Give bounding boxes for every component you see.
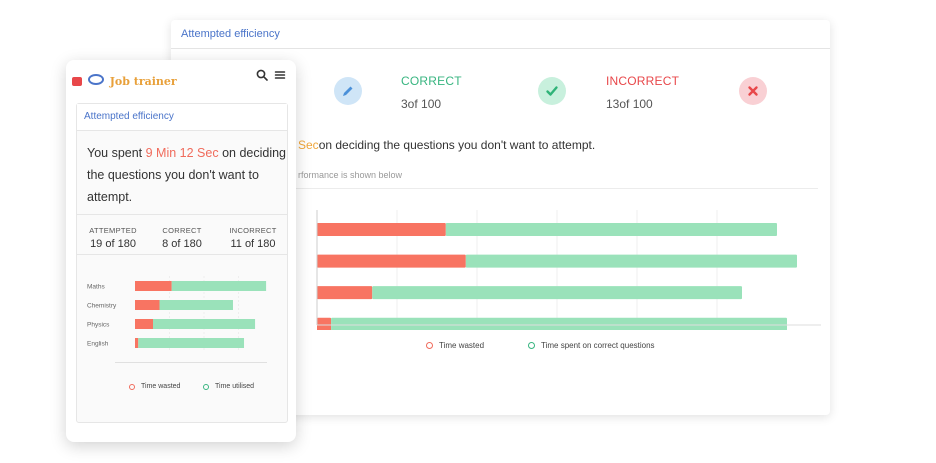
mobile-card-title: Attempted efficiency xyxy=(77,104,287,131)
stat-attempted-value: 19 of 180 xyxy=(90,238,136,250)
mobile-card: Job trainer Attempted efficiency You spe… xyxy=(66,60,296,442)
bar-wasted xyxy=(317,286,373,300)
mobile-efficiency-panel: Attempted efficiency You spent 9 Min 12 … xyxy=(76,103,288,423)
sentence-highlight: Sec xyxy=(298,138,319,152)
bar-wasted xyxy=(135,319,154,329)
legend-correct: Time spent on correct questions xyxy=(528,341,655,350)
divider xyxy=(289,188,818,189)
logo-emblem-accent xyxy=(87,74,104,85)
spent-highlight: 9 Min 12 Sec xyxy=(145,146,219,160)
close-icon xyxy=(739,77,767,105)
logo-emblem xyxy=(72,77,82,86)
mobile-toolbar xyxy=(256,69,286,81)
bar-utilised xyxy=(153,319,256,329)
incorrect-value: 13of 100 xyxy=(606,97,653,111)
pencil-icon xyxy=(334,77,362,105)
sentence-rest: on deciding the questions you don't want… xyxy=(318,138,596,152)
mobile-spent-text: You spent 9 Min 12 Sec on deciding the q… xyxy=(87,142,287,208)
app-logo[interactable]: Job trainer xyxy=(72,74,177,88)
bar-wasted xyxy=(317,254,466,268)
bar-utilised xyxy=(138,338,245,348)
bar-correct xyxy=(445,223,777,236)
correct-value: 3of 100 xyxy=(401,97,442,111)
stat-attempted: ATTEMPTED 19 of 180 xyxy=(83,226,143,250)
stat-attempted-label: ATTEMPTED xyxy=(89,226,137,235)
divider xyxy=(115,362,267,363)
check-icon xyxy=(538,77,566,105)
bar-correct xyxy=(465,254,797,268)
legend-wasted-marker xyxy=(426,342,433,349)
bar-utilised xyxy=(159,300,233,310)
mobile-legend-wasted-label: Time wasted xyxy=(141,383,181,390)
bar-wasted xyxy=(317,223,446,236)
mobile-legend-wasted: Time wasted xyxy=(129,383,180,390)
bar-wasted xyxy=(135,281,172,291)
incorrect-label: INCORRECT xyxy=(606,74,680,88)
desktop-card-title: Attempted efficiency xyxy=(171,20,830,49)
performance-subtitle: rformance is shown below xyxy=(298,170,403,180)
mobile-legend-utilised-label: Time utilised xyxy=(215,383,255,390)
legend-correct-label: Time spent on correct questions xyxy=(541,341,655,350)
category-label: Chemistry xyxy=(87,303,117,310)
divider xyxy=(77,214,287,215)
spent-suffix: on deciding the questions you don't want… xyxy=(87,146,287,204)
stat-incorrect: INCORRECT 11 of 180 xyxy=(221,226,285,250)
bar-correct xyxy=(331,317,787,330)
category-label: Maths xyxy=(87,284,105,291)
efficiency-sentence: Secon deciding the questions you don't w… xyxy=(298,138,595,152)
stat-incorrect-label: INCORRECT xyxy=(229,226,277,235)
bar-wasted xyxy=(317,317,332,330)
logo-text: Job trainer xyxy=(109,75,177,88)
bar-wasted xyxy=(135,338,139,348)
mobile-bar-chart: Maths Chemistry Physics English xyxy=(87,276,267,352)
stat-correct: CORRECT 8 of 180 xyxy=(152,226,212,250)
mobile-legend-wasted-marker xyxy=(129,383,135,390)
category-label: English xyxy=(87,341,109,348)
stat-incorrect-value: 11 of 180 xyxy=(230,238,276,250)
stat-correct-label: CORRECT xyxy=(162,226,202,235)
mobile-legend-utilised: Time utilised xyxy=(203,383,254,390)
correct-label: CORRECT xyxy=(401,74,462,88)
divider xyxy=(77,254,287,255)
mobile-legend-utilised-marker xyxy=(203,383,209,390)
menu-icon[interactable] xyxy=(274,69,286,81)
spent-prefix: You spent xyxy=(87,146,146,160)
bar-wasted xyxy=(135,300,160,310)
search-icon[interactable] xyxy=(256,69,268,81)
category-label: Physics xyxy=(87,322,110,329)
desktop-bar-chart xyxy=(316,210,821,330)
legend-wasted: Time wasted xyxy=(426,341,484,350)
bar-correct xyxy=(372,286,742,300)
bar-utilised xyxy=(171,281,267,291)
legend-correct-marker xyxy=(528,342,535,349)
legend-wasted-label: Time wasted xyxy=(439,341,485,350)
stat-correct-value: 8 of 180 xyxy=(162,238,202,250)
